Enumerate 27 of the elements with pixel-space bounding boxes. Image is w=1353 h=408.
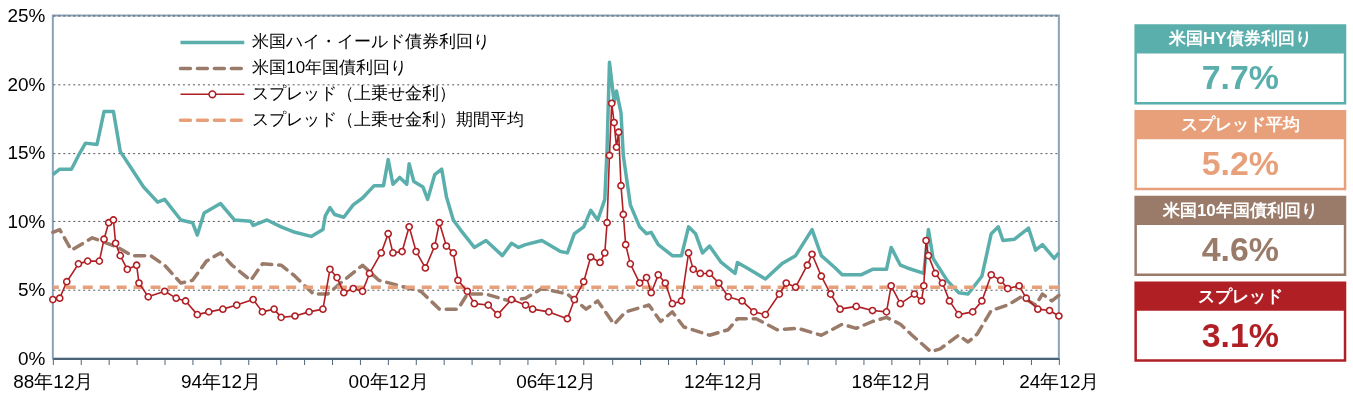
legend-label: 米国10年国債利回り (252, 58, 408, 78)
line-series (51, 60, 1061, 296)
x-tick-label: 94年12月 (180, 370, 262, 392)
y-tick-label: 10% (7, 210, 46, 232)
legend-label: スプレッド（上乗せ金利） (252, 84, 457, 104)
y-tick-label: 25% (7, 5, 46, 27)
x-tick-label: 24年12月 (1019, 370, 1100, 392)
line-series (51, 227, 1061, 354)
text: 米国10年国債利回り (1161, 200, 1318, 220)
x-tick-label: 12年12月 (683, 370, 765, 392)
text: スプレッド (1197, 286, 1283, 306)
x-tick-label: 18年12月 (851, 370, 932, 392)
text: 5.2% (1201, 144, 1279, 183)
y-tick-label: 0% (17, 348, 46, 370)
x-tick-label: 00年12月 (348, 370, 429, 392)
text: 3.1% (1201, 315, 1279, 354)
y-tick-label: 15% (7, 142, 46, 164)
text: スプレッド平均 (1180, 115, 1300, 135)
text: 米国HY債券利回り (1168, 29, 1312, 49)
legend-label: 米国ハイ・イールド債券利回り (252, 32, 491, 52)
text: 4.6% (1201, 229, 1279, 268)
x-tick-label: 88年12月 (13, 370, 94, 392)
y-tick-label: 5% (17, 279, 46, 301)
y-tick-label: 20% (7, 73, 46, 95)
x-tick-label: 06年12月 (516, 370, 597, 392)
text: 7.7% (1201, 58, 1279, 97)
legend-label: スプレッド（上乗せ金利）期間平均 (252, 110, 525, 130)
